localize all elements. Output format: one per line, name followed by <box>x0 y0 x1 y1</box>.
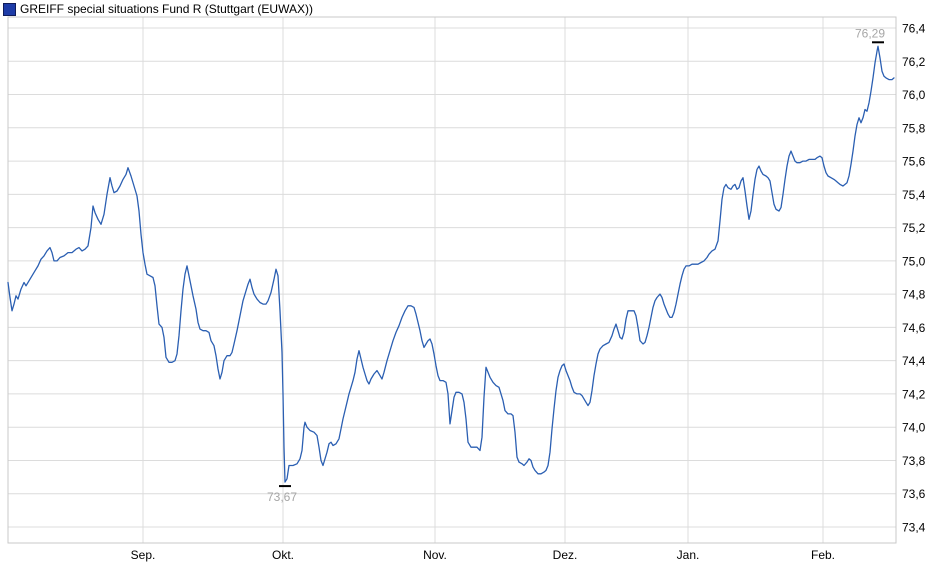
chart-title-row: GREIFF special situations Fund R (Stuttg… <box>0 0 940 17</box>
x-axis-label: Sep. <box>131 548 156 562</box>
x-axis-label: Dez. <box>553 548 578 562</box>
min-value-label: 73,67 <box>267 490 297 504</box>
y-axis-label: 74,8 <box>902 288 926 302</box>
x-axis-label: Feb. <box>811 548 835 562</box>
y-axis-label: 74,2 <box>902 387 926 401</box>
y-axis-label: 74,6 <box>902 321 926 335</box>
series-legend-square-icon <box>3 2 16 16</box>
x-axis-label: Okt. <box>272 548 294 562</box>
chart-title: GREIFF special situations Fund R (Stuttg… <box>20 1 313 16</box>
y-axis-label: 75,6 <box>902 155 926 169</box>
y-axis-label: 76,0 <box>902 88 926 102</box>
max-value-label: 76,29 <box>855 26 885 40</box>
y-axis-label: 76,4 <box>902 22 926 36</box>
y-axis-label: 74,4 <box>902 354 926 368</box>
y-axis-label: 75,0 <box>902 254 926 268</box>
y-axis-label: 75,2 <box>902 221 926 235</box>
y-axis-label: 75,8 <box>902 121 926 135</box>
plot-border <box>7 16 897 544</box>
y-axis-label: 74,0 <box>902 421 926 435</box>
y-axis-label: 73,4 <box>902 521 926 535</box>
x-axis-label: Nov. <box>423 548 447 562</box>
y-axis-label: 76,2 <box>902 55 926 69</box>
x-axis-label: Jan. <box>677 548 700 562</box>
price-line <box>7 45 895 483</box>
y-axis-label: 73,8 <box>902 454 926 468</box>
y-axis-label: 73,6 <box>902 487 926 501</box>
y-axis-label: 75,4 <box>902 188 926 202</box>
